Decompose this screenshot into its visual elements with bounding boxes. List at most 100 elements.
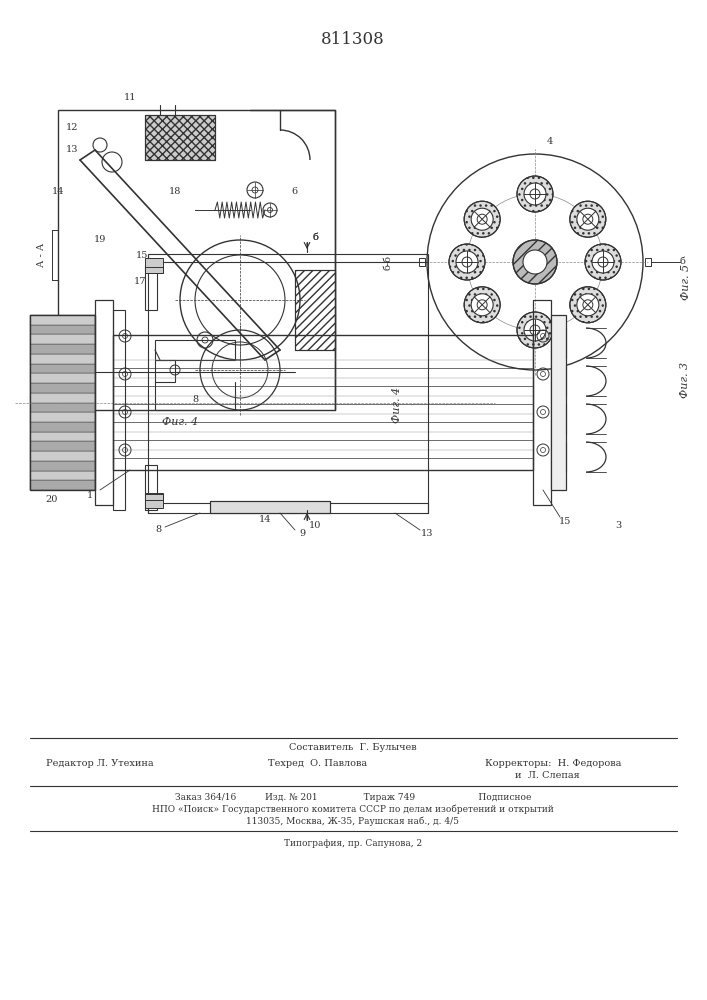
Text: 20: 20 (46, 495, 58, 504)
Bar (30, 344, 95, 354)
Text: б: б (679, 257, 685, 266)
Text: 11: 11 (124, 94, 136, 103)
Circle shape (449, 244, 485, 280)
Circle shape (477, 214, 487, 224)
Circle shape (464, 287, 500, 323)
Circle shape (530, 189, 540, 199)
Text: Корректоры:  Н. Федорова: Корректоры: Н. Федорова (485, 758, 621, 768)
Bar (210, 501, 330, 513)
Text: 3: 3 (615, 520, 621, 530)
Text: Составитель  Г. Булычев: Составитель Г. Булычев (289, 744, 417, 752)
Circle shape (570, 287, 606, 323)
Text: Редактор Л. Утехина: Редактор Л. Утехина (46, 758, 154, 768)
Text: 10: 10 (309, 520, 321, 530)
Bar (30, 383, 95, 393)
Bar (30, 315, 95, 490)
Text: б-б: б-б (383, 254, 392, 269)
Circle shape (598, 257, 608, 267)
Circle shape (456, 251, 478, 273)
Text: 13: 13 (66, 145, 78, 154)
Bar (145, 494, 163, 500)
Bar (113, 310, 125, 510)
Bar (30, 334, 95, 344)
Circle shape (524, 183, 546, 205)
Circle shape (530, 325, 540, 335)
Circle shape (577, 208, 599, 230)
Circle shape (471, 294, 493, 316)
Bar (30, 354, 95, 364)
Bar (145, 493, 163, 508)
Circle shape (583, 300, 593, 310)
Circle shape (462, 257, 472, 267)
Bar (30, 373, 95, 383)
Bar (30, 402, 95, 412)
Bar (30, 422, 95, 432)
Circle shape (477, 300, 487, 310)
Text: 9: 9 (299, 528, 305, 538)
Bar (30, 471, 95, 480)
Bar (155, 340, 235, 360)
Text: Фиг. 4: Фиг. 4 (162, 417, 198, 427)
Bar (551, 315, 566, 490)
Circle shape (517, 312, 553, 348)
Bar (210, 501, 330, 513)
Bar (58, 110, 335, 410)
Circle shape (585, 244, 621, 280)
Text: 6: 6 (291, 188, 297, 196)
Circle shape (471, 208, 493, 230)
Bar (30, 451, 95, 461)
Circle shape (524, 319, 546, 341)
Bar (30, 315, 95, 325)
Text: 15: 15 (559, 516, 571, 526)
Bar (30, 432, 95, 441)
Text: Фиг. 5: Фиг. 5 (681, 264, 691, 300)
Bar (30, 461, 95, 471)
Bar (145, 465, 157, 510)
Bar (145, 115, 215, 160)
Text: 17: 17 (134, 277, 146, 286)
Text: 8: 8 (192, 395, 198, 404)
Bar (30, 393, 95, 402)
Bar (148, 503, 428, 513)
Text: 19: 19 (94, 235, 106, 244)
Text: Типография, пр. Сапунова, 2: Типография, пр. Сапунова, 2 (284, 838, 422, 848)
Text: 4: 4 (547, 137, 553, 146)
Bar (145, 258, 163, 273)
Text: Техред  О. Павлова: Техред О. Павлова (269, 758, 368, 768)
Bar (145, 267, 163, 273)
Bar (295, 270, 335, 350)
Bar (145, 115, 215, 160)
Bar (148, 254, 428, 262)
Bar (30, 412, 95, 422)
Circle shape (577, 294, 599, 316)
Text: б: б (312, 233, 318, 242)
Circle shape (583, 214, 593, 224)
Bar (419, 258, 425, 266)
Bar (95, 300, 113, 505)
Text: 1: 1 (87, 490, 93, 499)
Bar (145, 265, 157, 310)
Bar (30, 364, 95, 373)
Bar (30, 441, 95, 451)
Text: 12: 12 (66, 123, 78, 132)
Circle shape (570, 201, 606, 237)
Text: 14: 14 (259, 514, 271, 524)
Bar (113, 335, 533, 470)
Circle shape (464, 201, 500, 237)
Bar (155, 360, 175, 382)
Text: А - А: А - А (37, 243, 47, 267)
Text: Фиг. 4: Фиг. 4 (392, 387, 402, 423)
Text: 13: 13 (421, 528, 433, 538)
Circle shape (513, 240, 557, 284)
Text: НПО «Поиск» Государственного комитета СССР по делам изобретений и открытий: НПО «Поиск» Государственного комитета СС… (152, 804, 554, 814)
Text: 14: 14 (52, 188, 64, 196)
Bar (295, 270, 335, 350)
Text: Фиг. 3: Фиг. 3 (680, 362, 690, 398)
Text: 811308: 811308 (321, 31, 385, 48)
Bar (645, 258, 651, 266)
Text: 18: 18 (169, 188, 181, 196)
Text: 8: 8 (155, 526, 161, 534)
Text: 113035, Москва, Ж-35, Раушская наб., д. 4/5: 113035, Москва, Ж-35, Раушская наб., д. … (247, 816, 460, 826)
Text: 15: 15 (136, 250, 148, 259)
Bar (30, 480, 95, 490)
